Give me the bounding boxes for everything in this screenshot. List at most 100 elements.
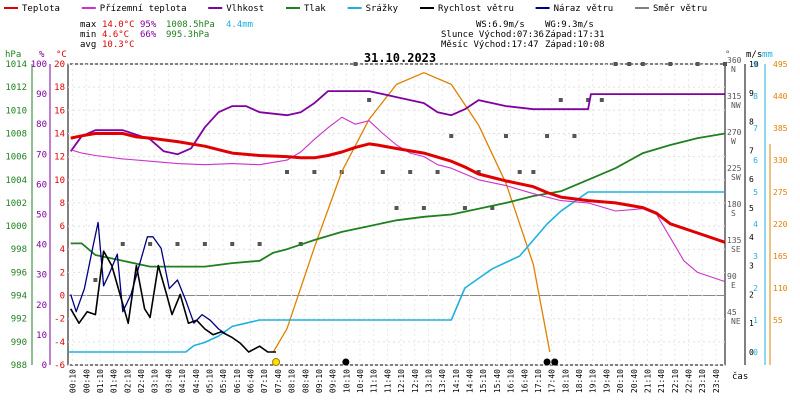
wind-dir-point (462, 206, 467, 210)
solar-tick-label: 220 (773, 220, 788, 229)
moonset-marker (342, 358, 350, 366)
time-tick-label: 18:40 (575, 369, 584, 393)
wind-dir-point (668, 62, 673, 66)
moonrise-marker (551, 358, 559, 366)
markers (272, 358, 559, 366)
legend-label: Teplota (22, 4, 60, 14)
solar-line (272, 72, 551, 353)
time-tick-label: 00:40 (82, 369, 91, 393)
humidity-tick-label: 60 (36, 180, 47, 190)
wind-speed-tick-label: 2 (749, 290, 754, 299)
temp-tick-label: -6 (54, 361, 65, 371)
stat-min-temp: 4.6°C (102, 30, 129, 40)
time-tick-label: 03:10 (151, 369, 160, 393)
unit-wind-dir: ° (725, 50, 730, 60)
time-label: čas (732, 371, 748, 382)
humidity-line (69, 90, 725, 156)
wind-dir-point (148, 242, 153, 246)
wind-dir-point (367, 98, 372, 102)
time-tick-label: 01:10 (96, 369, 105, 393)
humidity-tick-label: 70 (36, 150, 47, 160)
solar-tick-label: 495 (773, 60, 788, 69)
wind-dir-point (586, 98, 591, 102)
unit-humidity: % (39, 50, 45, 60)
time-tick-label: 23:40 (712, 369, 721, 393)
wind-dir-point (394, 206, 399, 210)
legend-label: Vlhkost (226, 4, 264, 14)
wind-dir-point (449, 134, 454, 138)
time-tick-label: 18:10 (561, 369, 570, 393)
series (68, 62, 727, 353)
temp-tick-label: 18 (54, 83, 65, 93)
plot-frame (67, 63, 726, 366)
rain-tick-label: 9 (753, 60, 758, 69)
wind-speed-tick-label: 10 (749, 60, 759, 69)
wind-dir-point (202, 242, 207, 246)
wind-dir-point (545, 134, 550, 138)
time-tick-label: 16:40 (520, 369, 529, 393)
time-tick-label: 21:10 (643, 369, 652, 393)
wind-dir-tick-label: 180 (727, 200, 742, 209)
wind-dir-tick-label: NE (731, 317, 741, 326)
wind-dir-point (599, 98, 604, 102)
temp-tick-label: -4 (54, 338, 65, 348)
sun-rise: Slunce Východ:07:36 (441, 30, 544, 40)
wind-dir-point (572, 134, 577, 138)
wind-dir-tick-label: 360 (727, 56, 742, 65)
wind-dir-point (285, 170, 289, 174)
wind-dir-tick-label: 135 (727, 236, 742, 245)
wind-dir-tick-label: W (731, 137, 736, 146)
time-tick-label: 11:10 (370, 369, 379, 393)
pressure-tick-label: 1014 (5, 60, 27, 70)
wind-dir-tick-label: E (731, 281, 736, 290)
wind-dir-point (175, 242, 180, 246)
axis-units: hPa % °C ° m/s mm čas (5, 50, 773, 382)
wind-speed-tick-label: 5 (749, 204, 754, 213)
unit-temp: °C (56, 50, 67, 60)
time-tick-label: 22:40 (685, 369, 694, 393)
wind-speed-tick-label: 4 (749, 233, 754, 242)
wind-dir-point (490, 206, 495, 210)
time-tick-label: 20:40 (630, 369, 639, 393)
time-tick-label: 17:40 (548, 369, 557, 393)
wind-speed-tick-label: 9 (749, 89, 754, 98)
wind-dir-point (476, 170, 481, 174)
rain-tick-label: 7 (753, 124, 758, 133)
temp-tick-label: 6 (60, 222, 65, 232)
wind-dir-tick-label: SE (731, 245, 741, 254)
stat-max-press: 1008.5hPa (166, 20, 215, 30)
time-tick-label: 15:10 (479, 369, 488, 393)
solar-tick-label: 330 (773, 156, 788, 165)
time-tick-label: 13:40 (438, 369, 447, 393)
wind-dir-point (640, 62, 645, 66)
wind-dir-tick-label: 270 (727, 128, 742, 137)
temp-tick-label: 4 (60, 245, 65, 255)
wind-dir-tick-label: NW (731, 101, 741, 110)
rain-tick-label: 0 (753, 348, 758, 357)
humidity-tick-label: 10 (36, 331, 47, 341)
time-tick-label: 05:10 (205, 369, 214, 393)
wind-dir-point (627, 62, 632, 66)
time-tick-label: 04:10 (178, 369, 187, 393)
legend-label: Náraz větru (554, 4, 614, 14)
stat-min-label: min (80, 30, 96, 40)
rain-tick-label: 4 (753, 220, 758, 229)
wind-speed-tick-label: 8 (749, 118, 754, 127)
temp-tick-label: 20 (54, 60, 65, 70)
temp-tick-label: -2 (54, 315, 65, 325)
time-tick-label: 08:10 (288, 369, 297, 393)
pressure-tick-label: 990 (11, 338, 27, 348)
wind-dir-point (421, 206, 426, 210)
stat-max-temp: 14.0°C (102, 20, 135, 30)
solar-tick-label: 55 (773, 316, 783, 325)
pressure-tick-label: 1000 (5, 222, 27, 232)
time-tick-label: 05:40 (219, 369, 228, 393)
pressure-tick-label: 996 (11, 268, 27, 278)
wind-dir-point (93, 278, 98, 282)
pressure-tick-label: 992 (11, 315, 27, 325)
time-tick-label: 19:40 (602, 369, 611, 393)
time-tick-label: 01:40 (110, 369, 119, 393)
time-tick-label: 16:10 (507, 369, 516, 393)
stat-avg-temp: 10.3°C (102, 40, 135, 50)
humidity-tick-label: 40 (36, 241, 47, 251)
